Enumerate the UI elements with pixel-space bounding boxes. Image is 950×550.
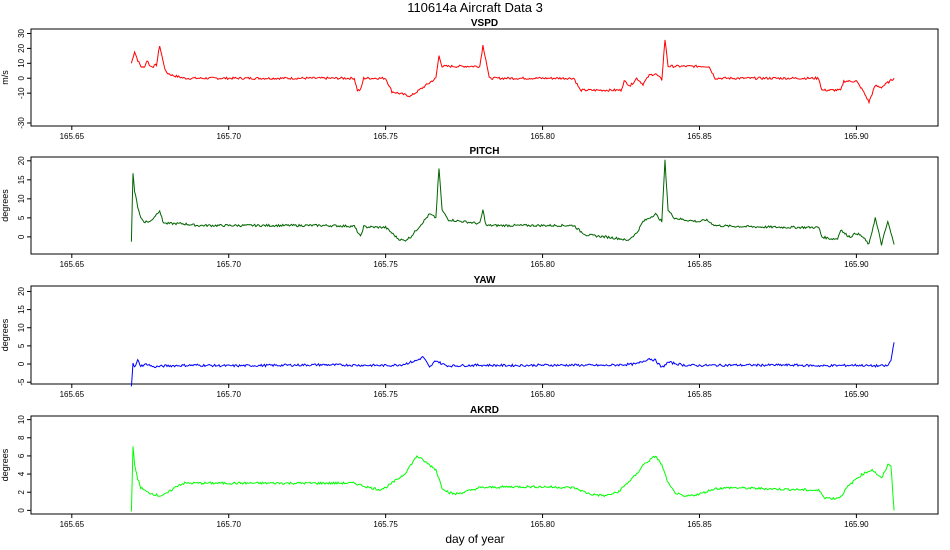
- panel-vspd: VSPD m/s -30 -10 0 10 20 30 165.65 165.70 165.75 16…: [0, 18, 939, 141]
- y-tick-label: 10: [17, 323, 26, 332]
- x-tick-label: 165.65: [60, 390, 85, 399]
- y-tick-label: 0: [17, 75, 26, 80]
- y-tick-label: 20: [17, 156, 26, 165]
- x-tick-label: 165.90: [844, 520, 869, 529]
- panel-yaw: YAW degrees -5 0 5 10 15 20 165.65 165.70 165.75 16…: [0, 275, 939, 399]
- y-tick-label: 30: [17, 28, 26, 37]
- y-tick-label: 8: [17, 435, 26, 440]
- y-tick-label: 20: [17, 43, 26, 52]
- y-tick-label: -5: [17, 378, 26, 386]
- x-tick-label: 165.65: [60, 260, 85, 269]
- series-line-pitch: [130, 159, 895, 246]
- y-tick-label: 15: [17, 305, 26, 314]
- plot-frame: [30, 28, 939, 127]
- y-tick-label: 0: [17, 508, 26, 513]
- panel-title: VSPD: [471, 18, 498, 29]
- y-tick-label: 0: [17, 361, 26, 366]
- y-tick-label: 6: [17, 453, 26, 458]
- y-tick-label: 10: [17, 194, 26, 203]
- y-tick-label: 2: [17, 489, 26, 494]
- x-tick-label: 165.70: [216, 260, 241, 269]
- panel-title: YAW: [474, 275, 496, 286]
- x-tick-label: 165.90: [844, 390, 869, 399]
- y-tick-label: 5: [17, 343, 26, 348]
- y-axis-label: degrees: [0, 448, 10, 481]
- series-line-akrd: [130, 446, 895, 512]
- x-tick-label: 165.80: [530, 132, 555, 141]
- y-axis-label: degrees: [0, 189, 10, 222]
- x-tick-label: 165.65: [60, 520, 85, 529]
- x-tick-label: 165.75: [373, 260, 398, 269]
- y-tick-label: 10: [17, 58, 26, 67]
- series-line-vspd: [130, 39, 895, 105]
- x-tick-label: 165.85: [687, 390, 712, 399]
- y-tick-label: 10: [17, 415, 26, 424]
- plot-frame: [30, 415, 939, 515]
- y-tick-label: -10: [17, 87, 26, 99]
- x-tick-label: 165.75: [373, 132, 398, 141]
- y-tick-label: 20: [17, 286, 26, 295]
- x-tick-label: 165.80: [530, 390, 555, 399]
- x-tick-label: 165.65: [60, 132, 85, 141]
- y-tick-label: 15: [17, 175, 26, 184]
- x-tick-label: 165.85: [687, 132, 712, 141]
- x-tick-label: 165.85: [687, 260, 712, 269]
- y-axis-label: m/s: [0, 70, 10, 85]
- x-tick-label: 165.90: [844, 260, 869, 269]
- x-axis-title: day of year: [445, 532, 504, 546]
- panel-title: AKRD: [470, 405, 499, 416]
- plot-frame: [30, 156, 939, 255]
- x-tick-label: 165.80: [530, 520, 555, 529]
- plot-frame: [30, 285, 939, 385]
- panel-akrd: AKRD degrees 0 2 4 6 8 10 165.65 165.70 165.75 165.…: [0, 405, 939, 529]
- figure-title: 110614a Aircraft Data 3: [407, 0, 543, 15]
- x-tick-label: 165.70: [216, 390, 241, 399]
- y-tick-label: 5: [17, 215, 26, 220]
- panel-title: PITCH: [470, 146, 500, 157]
- series-line-yaw: [130, 342, 895, 387]
- y-tick-label: 4: [17, 471, 26, 476]
- x-tick-label: 165.80: [530, 260, 555, 269]
- x-tick-label: 165.85: [687, 520, 712, 529]
- y-tick-label: 0: [17, 234, 26, 239]
- y-axis-label: degrees: [0, 318, 10, 351]
- x-tick-label: 165.70: [216, 520, 241, 529]
- panel-pitch: PITCH degrees 0 5 10 15 20 165.65 165.70 165.75 16…: [0, 146, 939, 269]
- x-tick-label: 165.75: [373, 520, 398, 529]
- x-tick-label: 165.75: [373, 390, 398, 399]
- y-tick-label: -30: [17, 117, 26, 129]
- x-tick-label: 165.70: [216, 132, 241, 141]
- x-tick-label: 165.90: [844, 132, 869, 141]
